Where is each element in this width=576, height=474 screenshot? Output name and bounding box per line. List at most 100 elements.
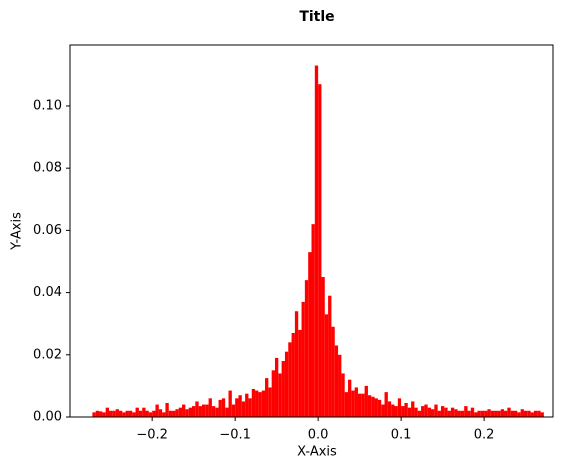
x-tick-label: −0.1 <box>219 428 251 443</box>
bar <box>308 252 312 417</box>
bar <box>530 412 534 417</box>
bar <box>434 404 438 417</box>
bar <box>474 412 478 417</box>
bar <box>92 412 96 417</box>
bar <box>284 351 289 417</box>
bar <box>135 407 139 417</box>
bar <box>444 407 448 417</box>
x-tick-label: −0.2 <box>136 428 168 443</box>
bar <box>431 409 435 417</box>
bar <box>504 410 508 417</box>
bar <box>361 393 365 417</box>
bar <box>421 406 425 417</box>
bar <box>201 404 206 417</box>
bar <box>404 403 408 417</box>
bar <box>138 410 143 417</box>
bar <box>384 392 388 417</box>
bar <box>331 326 335 417</box>
bar <box>338 354 342 417</box>
bar <box>311 224 315 417</box>
bar <box>411 401 415 417</box>
bar <box>228 390 232 417</box>
bar <box>401 406 405 417</box>
bar <box>215 407 219 417</box>
bar <box>145 410 149 417</box>
bar <box>182 404 186 417</box>
bar <box>291 333 295 417</box>
bar <box>407 407 412 417</box>
bar <box>265 378 269 417</box>
bar <box>115 409 119 417</box>
bar <box>537 410 541 417</box>
bar <box>258 392 262 417</box>
bar <box>195 401 199 417</box>
bar <box>394 406 398 417</box>
bar <box>152 410 156 417</box>
bar <box>513 410 518 417</box>
bar <box>118 410 123 417</box>
y-tick-label: 0.00 <box>33 410 62 425</box>
bar <box>128 410 133 417</box>
x-tick-label: 0.2 <box>474 428 495 443</box>
bar <box>255 390 259 417</box>
bar <box>540 412 544 417</box>
bar <box>464 406 468 417</box>
bar <box>271 370 275 417</box>
bar <box>198 406 202 417</box>
bar <box>125 410 129 417</box>
bar <box>109 410 113 417</box>
bar <box>211 406 216 417</box>
bar <box>208 398 212 417</box>
bar <box>281 361 285 417</box>
bar <box>158 409 163 417</box>
bar <box>510 410 514 417</box>
y-tick-label: 0.06 <box>33 223 62 238</box>
bar <box>251 389 256 417</box>
bar <box>470 407 475 417</box>
bar <box>245 393 249 417</box>
bar <box>397 398 402 417</box>
bar <box>454 409 458 417</box>
bar <box>457 410 461 417</box>
bar <box>371 396 375 417</box>
bar <box>274 357 279 417</box>
bar <box>391 404 395 417</box>
bar <box>437 410 441 417</box>
bar <box>168 410 173 417</box>
bar <box>102 412 106 417</box>
bar <box>261 390 266 417</box>
bar <box>357 393 362 417</box>
bar <box>304 280 309 417</box>
bar <box>122 412 126 417</box>
bar <box>241 401 246 417</box>
x-tick-label: 0.1 <box>391 428 412 443</box>
plot-frame <box>69 44 554 418</box>
bar <box>225 407 229 417</box>
bar <box>351 390 355 417</box>
bar <box>477 410 481 417</box>
bar <box>321 277 325 417</box>
bar <box>105 407 110 417</box>
bar <box>268 387 272 417</box>
bar <box>484 410 488 417</box>
x-axis-label: X-Axis <box>297 445 337 460</box>
bar <box>344 392 349 417</box>
bar <box>440 406 445 417</box>
bar <box>367 395 372 417</box>
bar <box>148 412 153 417</box>
bar <box>231 404 236 417</box>
bar <box>294 311 299 417</box>
bar <box>460 410 465 417</box>
bar <box>447 410 451 417</box>
bar <box>381 404 385 417</box>
bar <box>324 314 329 417</box>
bar <box>497 410 501 417</box>
bar <box>142 407 146 417</box>
bar <box>205 404 209 417</box>
y-tick-label: 0.04 <box>33 285 62 300</box>
bar <box>517 412 521 417</box>
bar <box>417 410 422 417</box>
bar <box>172 410 176 417</box>
bar <box>364 385 368 417</box>
bar <box>414 407 418 417</box>
